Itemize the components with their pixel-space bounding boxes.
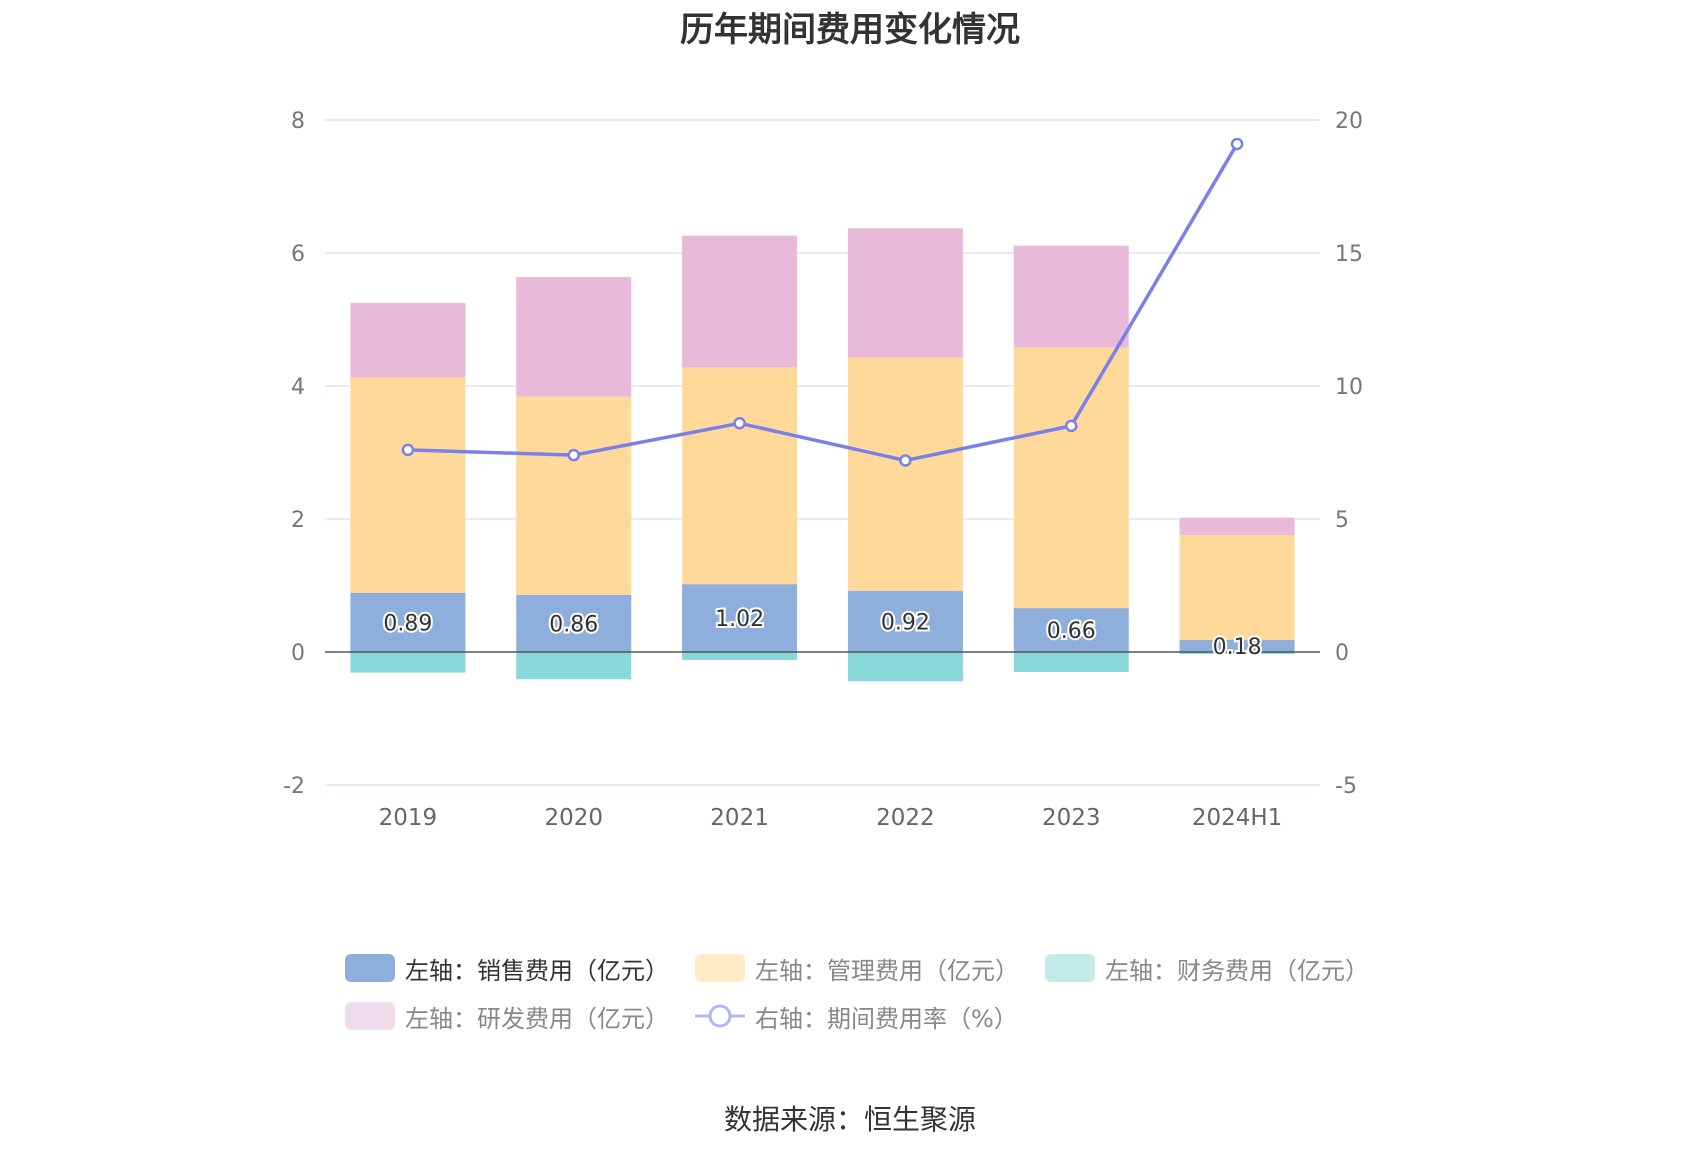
chart-title: 历年期间费用变化情况	[680, 10, 1020, 50]
bar-segment	[350, 302, 466, 378]
bar-segment	[1179, 640, 1295, 652]
rate-point	[1065, 419, 1078, 433]
legend-label-finance: 左轴：财务费用（亿元）	[1105, 956, 1369, 985]
category-tick-label: 2022	[876, 805, 935, 831]
right-axis-tick-label: 0	[1335, 641, 1349, 666]
bar-segment	[350, 592, 466, 652]
legend-swatch-sales	[345, 954, 395, 982]
bar-segment	[350, 377, 466, 593]
legend-item-admin[interactable]: 左轴：管理费用（亿元）	[695, 948, 1019, 988]
category-tick-label: 2024H1	[1192, 805, 1282, 831]
bar-segment	[682, 584, 798, 652]
data-label: 1.02	[715, 607, 764, 632]
left-axis-tick-label: 4	[291, 375, 305, 400]
bar-segment	[682, 652, 798, 660]
left-axis-tick-label: 2	[291, 508, 305, 533]
bar-segment	[847, 590, 963, 652]
bar-segment	[350, 652, 466, 673]
grid-lines	[325, 119, 1320, 786]
bar-segment	[516, 652, 632, 680]
category-tick-label: 2020	[544, 805, 603, 831]
right-axis-tick-label: 20	[1335, 109, 1363, 134]
bar-segment	[516, 276, 632, 397]
bar-segment	[682, 367, 798, 585]
bar-segment	[1013, 347, 1129, 609]
rate-point	[567, 448, 580, 462]
category-tick-label: 2019	[379, 805, 438, 831]
rate-line	[407, 143, 1239, 463]
bar-segment	[1013, 652, 1129, 672]
data-label: 0.86	[549, 612, 598, 637]
bar-segment	[847, 357, 963, 591]
data-label: 0.89	[383, 611, 432, 636]
legend-item-rate[interactable]: 右轴：期间费用率（%）	[695, 996, 1018, 1036]
legend-item-rnd[interactable]: 左轴：研发费用（亿元）	[345, 996, 669, 1036]
left-axis-tick-label: 0	[291, 641, 305, 666]
rate-point	[401, 443, 415, 457]
legend-item-sales[interactable]: 左轴：销售费用（亿元）	[345, 948, 669, 988]
legend-swatch-finance	[1045, 954, 1095, 982]
legend-label-rate: 右轴：期间费用率（%）	[755, 1004, 1018, 1033]
rate-line-series	[401, 137, 1244, 467]
bar-segment	[516, 396, 632, 595]
bar-segment	[1179, 652, 1295, 654]
legend-label-admin: 左轴：管理费用（亿元）	[755, 956, 1019, 985]
bar-segment	[1013, 245, 1129, 348]
legend-swatch-admin	[695, 954, 745, 982]
right-axis-tick-label: -5	[1335, 774, 1357, 799]
data-label: 0.92	[881, 610, 930, 635]
legend-swatch-rnd	[345, 1002, 395, 1030]
data-label: 0.18	[1213, 635, 1262, 660]
source-note: 数据来源：恒生聚源	[723, 1103, 976, 1136]
right-axis-tick-label: 15	[1335, 242, 1363, 267]
legend-line-swatch-icon	[695, 1004, 745, 1028]
legend-label-sales: 左轴：销售费用（亿元）	[405, 956, 669, 985]
left-axis-tick-label: 8	[291, 109, 305, 134]
left-axis-tick-label: -2	[283, 774, 305, 799]
category-tick-label: 2021	[710, 805, 769, 831]
rate-point	[899, 454, 912, 467]
data-labels: 0.89 0.86 1.02 0.92 0.66 0.18	[381, 605, 1263, 662]
rate-point	[1230, 137, 1244, 151]
right-axis-tick-label: 10	[1335, 375, 1363, 400]
bar-segment	[516, 594, 632, 652]
bar-series	[350, 228, 1295, 682]
right-axis-tick-label: 5	[1335, 508, 1349, 533]
bar-segment	[1179, 534, 1295, 641]
legend-label-rnd: 左轴：研发费用（亿元）	[405, 1004, 669, 1033]
rate-point	[733, 416, 746, 430]
legend-item-finance[interactable]: 左轴：财务费用（亿元）	[1045, 948, 1369, 988]
bar-segment	[1013, 608, 1129, 652]
bar-segment	[847, 652, 963, 682]
data-label: 0.66	[1047, 619, 1096, 644]
category-tick-label: 2023	[1042, 805, 1101, 831]
bar-segment	[1179, 517, 1295, 535]
bar-segment	[682, 235, 798, 368]
left-axis-tick-label: 6	[291, 242, 305, 267]
bar-segment	[847, 228, 963, 358]
